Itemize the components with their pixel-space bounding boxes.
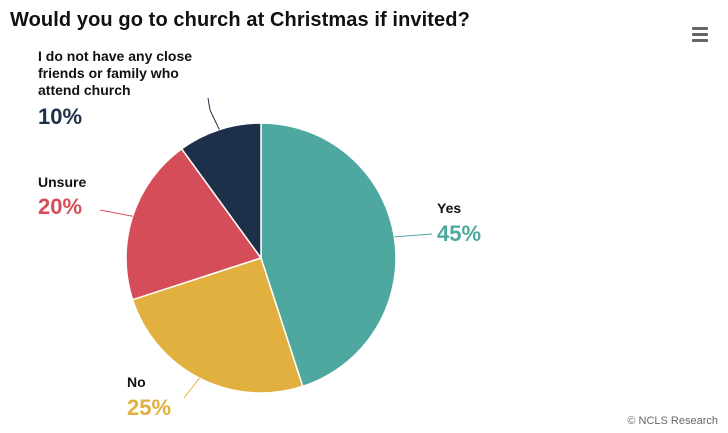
pie-slice-unsure[interactable] <box>125 148 262 301</box>
chart-title: Would you go to church at Christmas if i… <box>10 9 470 31</box>
connector-line <box>99 209 133 217</box>
slice-value-label: 20% <box>38 194 82 219</box>
connector-line <box>183 377 201 399</box>
pie-slices <box>125 122 397 394</box>
label-connectors <box>99 97 433 399</box>
slice-value-label: 25% <box>127 395 171 420</box>
connector-line <box>207 97 220 130</box>
slice-name-label: Unsure <box>38 174 86 190</box>
slice-value-label: 45% <box>437 221 481 246</box>
slice-name-label: No <box>127 374 146 390</box>
slice-value-label: 10% <box>38 104 82 129</box>
slice-name-label: I do not have any close friends or family… <box>38 48 192 98</box>
hamburger-menu-icon[interactable] <box>689 23 711 45</box>
pie-slice-no[interactable] <box>131 257 304 394</box>
slice-name-label: Yes <box>437 200 461 216</box>
chart-credit: © NCLS Research <box>627 415 718 427</box>
slice-labels: Yes 45% No 25% Unsure 20% I do not have any cl… <box>38 48 481 420</box>
connector-line <box>394 233 433 238</box>
pie-slice-i[interactable] <box>180 122 262 259</box>
